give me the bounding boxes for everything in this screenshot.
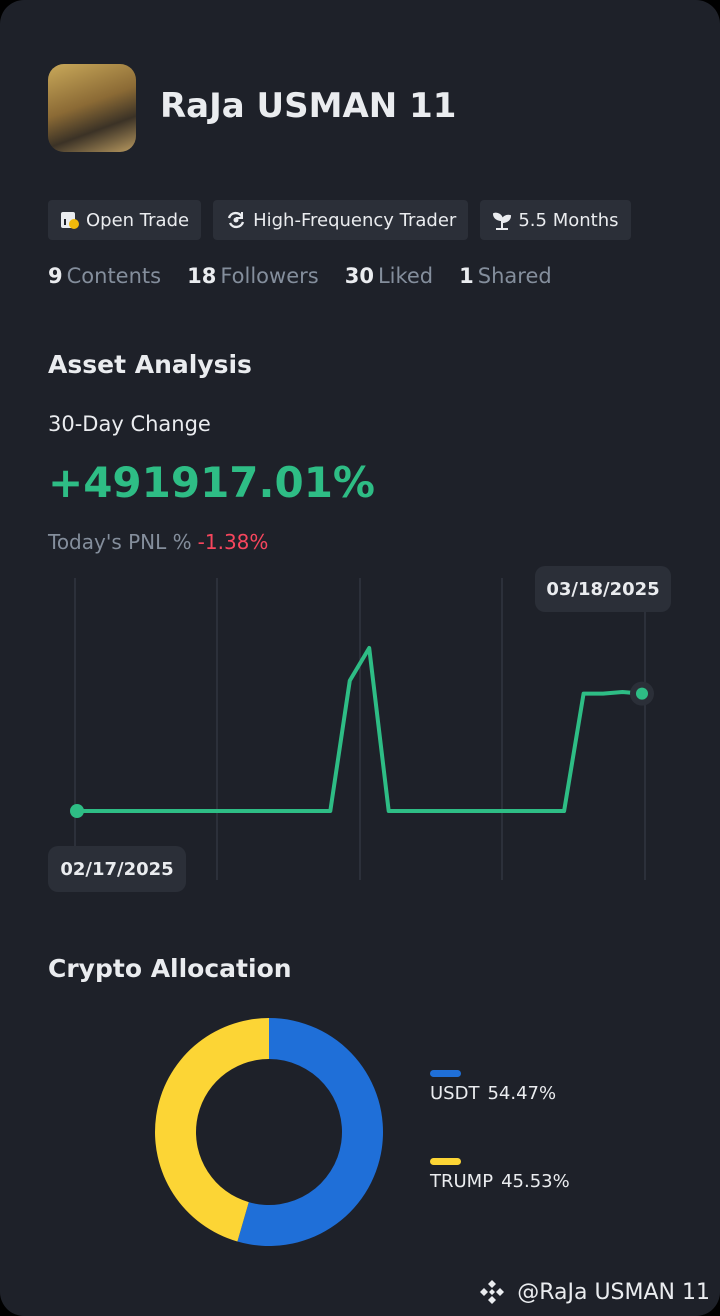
tooltip [535, 566, 671, 612]
pnl: Today's PNL % -1.38% [48, 530, 268, 554]
grid [74, 578, 646, 880]
change-value: +491917.01% [48, 458, 376, 507]
icon [493, 212, 512, 230]
badges: Open Trade High-Frequency Trader 5.5 Mon… [48, 200, 631, 240]
stat-value: 1 [459, 264, 474, 288]
section-title: Asset Analysis [48, 350, 252, 379]
legend-value: 54.47% [487, 1083, 556, 1104]
donut-slice [237, 1018, 384, 1246]
legend-value: 45.53% [501, 1171, 570, 1192]
start-dot [70, 804, 84, 818]
avatar [48, 64, 136, 152]
logo [480, 1280, 504, 1304]
stat-label: Liked [377, 264, 434, 288]
watermark: @RaJa USMAN 11 [517, 1280, 710, 1305]
stat: 18 Followers [187, 264, 319, 288]
badge: 5.5 Months [480, 200, 631, 240]
tooltip [48, 846, 186, 892]
pnl-value: -1.38% [197, 530, 269, 554]
profile-name: RaJa USMAN 11 [160, 86, 457, 126]
end-dot [636, 687, 648, 700]
legend-entry: TRUMP 45.53% [429, 1171, 570, 1192]
legend-name: TRUMP [429, 1171, 493, 1192]
badge-text: High-Frequency Trader [253, 209, 457, 231]
badge-text: 5.5 Months [518, 209, 619, 231]
stat-value: 18 [187, 264, 217, 288]
section-title: Crypto Allocation [48, 954, 292, 983]
stat-value: 9 [48, 264, 63, 288]
start-date: 02/17/2025 [60, 859, 173, 880]
stat: 1 Shared [459, 264, 552, 288]
stat: 9 Contents [48, 264, 161, 288]
stat-label: Contents [66, 264, 162, 288]
badge: Open Trade [48, 200, 202, 240]
badge-text: Open Trade [86, 209, 190, 231]
stat: 30 Liked [345, 264, 433, 288]
legend-swatch [430, 1070, 461, 1077]
icon [61, 212, 79, 229]
stat-value: 30 [344, 264, 374, 288]
stats: 9 Contents 18 Followers 30 Liked 1 Shared [48, 264, 552, 288]
legend-swatch [430, 1158, 461, 1165]
donut-slice [155, 1018, 269, 1242]
line [77, 646, 643, 813]
change-label: 30-Day Change [48, 412, 211, 436]
badge: High-Frequency Trader [213, 200, 469, 240]
end-date: 03/18/2025 [546, 579, 659, 600]
icon [227, 211, 245, 229]
legend-entry: USDT 54.47% [430, 1083, 556, 1104]
stat-label: Followers [220, 264, 319, 288]
legend-name: USDT [430, 1083, 480, 1104]
stat-label: Shared [477, 264, 552, 288]
pnl-label: Today's PNL % [48, 530, 192, 554]
